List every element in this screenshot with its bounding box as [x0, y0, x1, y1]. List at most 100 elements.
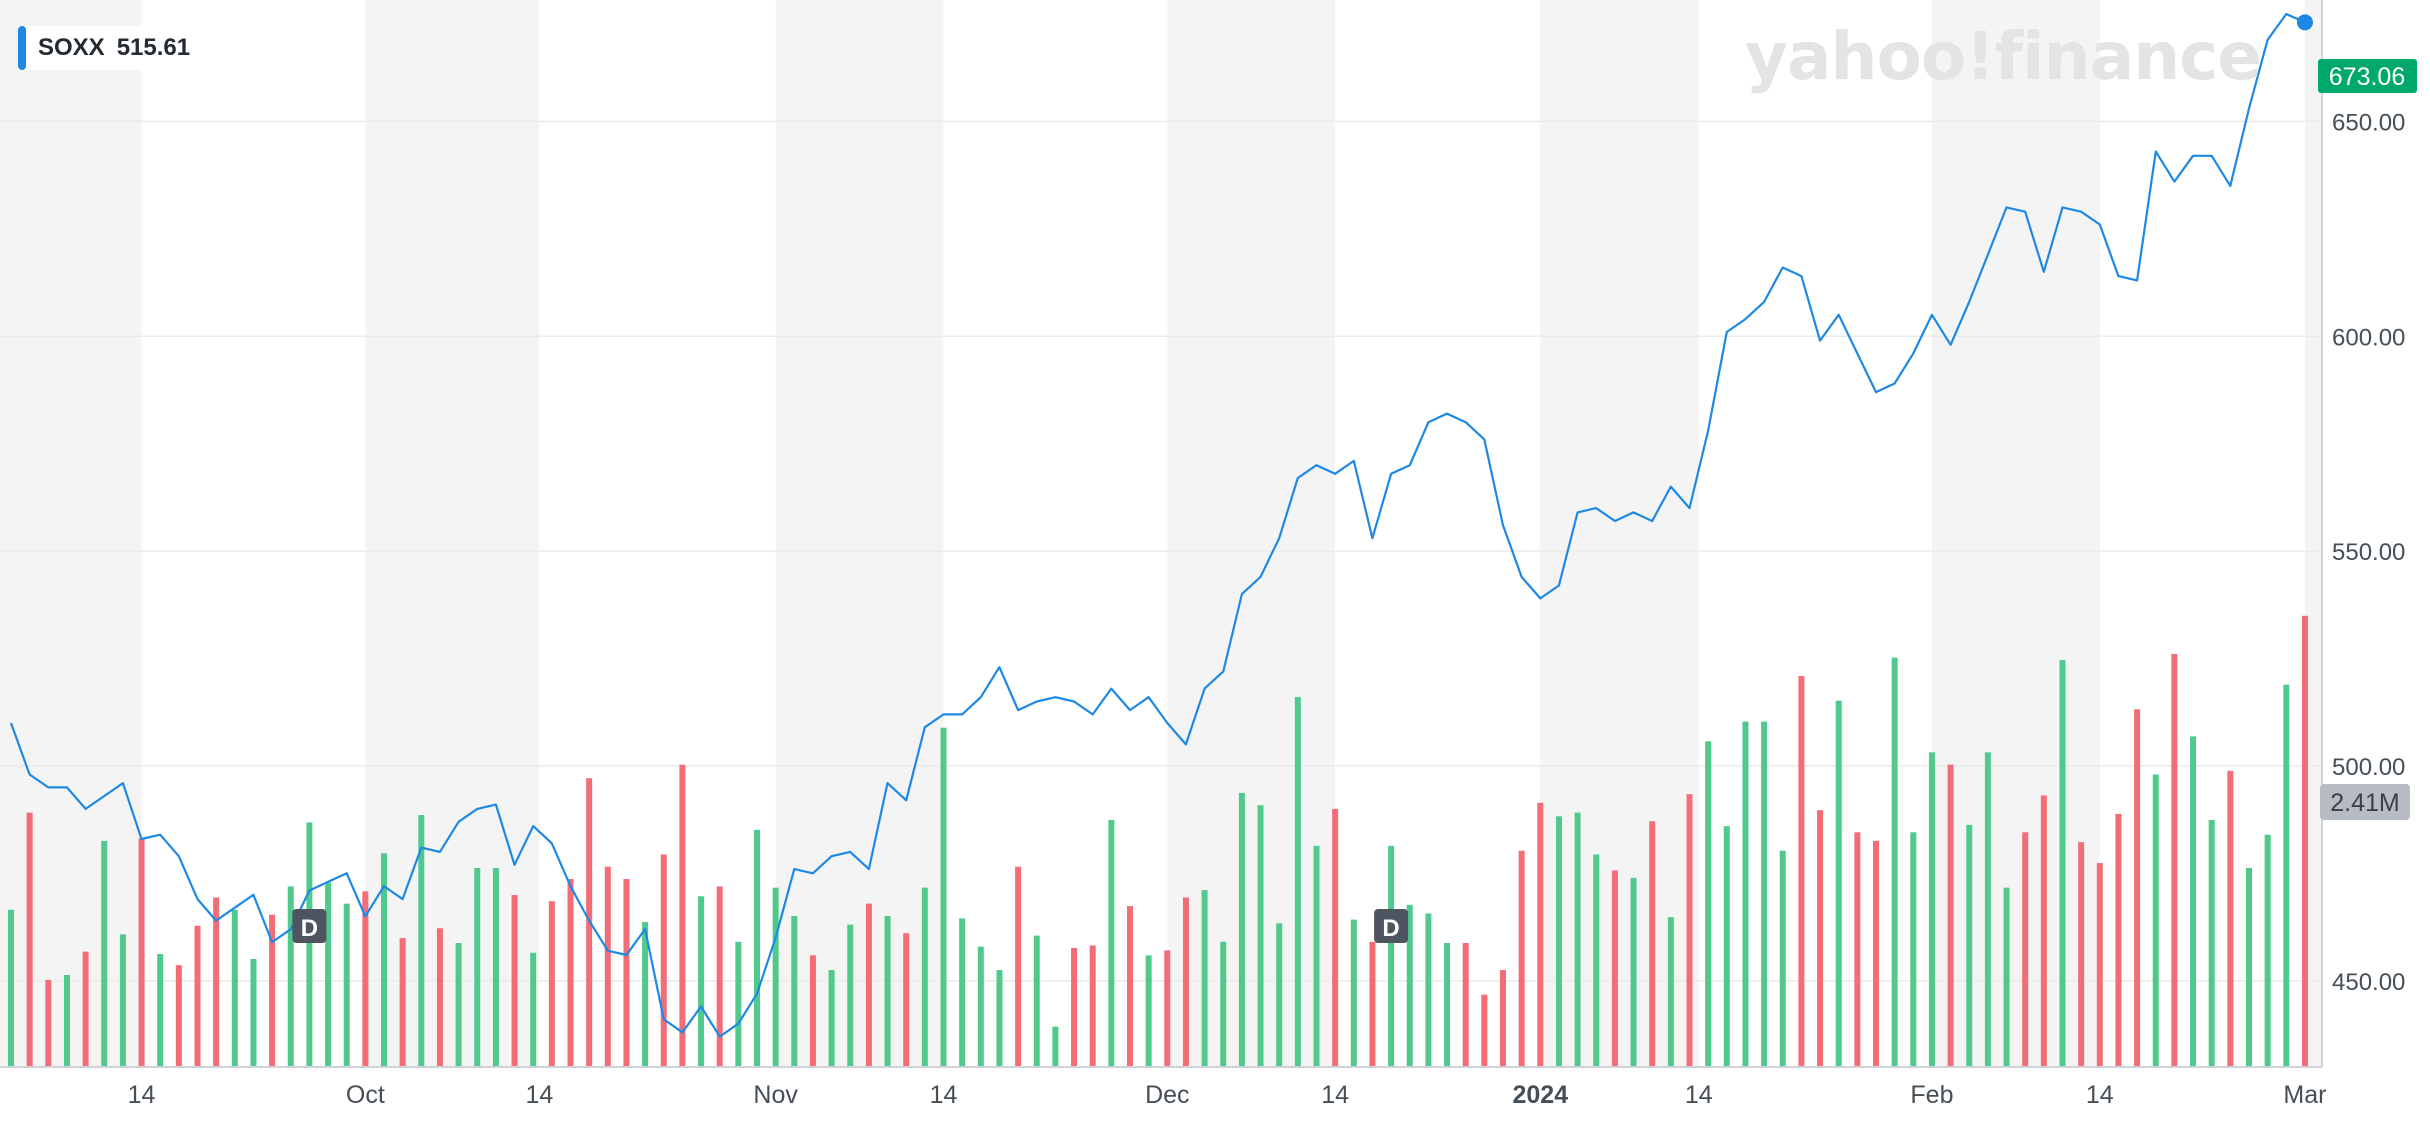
volume-bar: [63, 974, 70, 1066]
volume-bar: [2171, 653, 2178, 1066]
x-tick-label: 14: [930, 1081, 958, 1109]
volume-bar: [1873, 840, 1879, 1066]
volume-bar: [1910, 832, 1917, 1066]
volume-bar: [399, 938, 406, 1066]
volume-bar: [809, 955, 816, 1066]
volume-bar: [1108, 820, 1115, 1066]
x-tick-label: Nov: [753, 1081, 798, 1109]
volume-bar: [2283, 684, 2290, 1066]
volume-bar: [1052, 1026, 1059, 1066]
volume-bar: [1723, 826, 1730, 1066]
volume-bar: [8, 909, 14, 1066]
volume-bar: [1593, 854, 1600, 1066]
volume-bar: [604, 866, 611, 1066]
volume-bar: [1369, 941, 1376, 1066]
volume-bar: [2134, 709, 2141, 1066]
x-tick-label: 14: [2086, 1081, 2114, 1109]
volume-bar: [865, 903, 872, 1066]
volume-bar: [1798, 676, 1805, 1066]
dividend-marker-label: D: [1382, 915, 1399, 942]
shade-band: [0, 0, 142, 1066]
volume-bar: [2096, 863, 2103, 1066]
volume-bar: [1220, 941, 1227, 1066]
volume-bar: [1500, 970, 1506, 1066]
volume-bar: [343, 903, 350, 1066]
last-price-dot: [2296, 14, 2313, 31]
volume-bar: [2264, 834, 2271, 1066]
price-line-layer: [9, 12, 2313, 1038]
volume-bar: [306, 822, 313, 1066]
shade-band: [1167, 0, 1336, 1066]
volume-bar: [1425, 913, 1432, 1066]
y-tick-label: 650.00: [2332, 109, 2405, 136]
dividend-marker[interactable]: D: [292, 909, 327, 943]
month-shading: [0, 0, 2322, 1066]
volume-bar: [959, 918, 966, 1066]
volume-bar: [791, 915, 798, 1066]
volume-bar: [921, 887, 928, 1066]
volume-bar: [567, 879, 574, 1066]
volume-bar: [1518, 850, 1525, 1066]
volume-bar: [492, 867, 499, 1066]
shade-band: [2304, 0, 2322, 1066]
x-tick-label: 14: [1685, 1081, 1713, 1109]
volume-bar: [1033, 935, 1040, 1066]
yahoo-finance-watermark: yahoo!finance: [1745, 18, 2262, 95]
volume-bar: [1630, 877, 1637, 1066]
shade-band: [775, 0, 944, 1066]
volume-bar: [2152, 774, 2159, 1066]
series-legend[interactable]: SOXX 515.61: [18, 26, 201, 70]
volume-bar: [1854, 832, 1861, 1066]
volume-bar: [1947, 764, 1954, 1066]
volume-bar: [325, 882, 332, 1066]
volume-bar: [1537, 802, 1544, 1066]
volume-bar: [903, 933, 910, 1066]
volume-bar: [269, 914, 276, 1066]
volume-bar: [2115, 813, 2122, 1066]
volume-bar: [1555, 816, 1562, 1066]
volume-bar: [2227, 770, 2234, 1066]
volume-bar: [716, 886, 723, 1066]
volume-bar: [2208, 820, 2215, 1066]
volume-bar: [1201, 890, 1208, 1066]
volume-bar: [1705, 741, 1712, 1066]
legend-symbol: SOXX: [38, 34, 105, 61]
volume-bar: [250, 958, 257, 1066]
value-badges: 673.06 2.41M: [2318, 59, 2417, 820]
volume-bar: [1984, 752, 1991, 1066]
volume-bar: [1444, 943, 1451, 1066]
volume-bar: [1462, 943, 1469, 1066]
last-price-badge-label: 673.06: [2329, 63, 2405, 91]
volume-bar: [157, 954, 164, 1066]
dividend-marker[interactable]: D: [1374, 909, 1409, 943]
volume-bar: [455, 943, 462, 1066]
volume-bar: [1164, 950, 1171, 1066]
dividend-marker-box: [1374, 909, 1409, 943]
last-price-badge: 673.06: [2318, 59, 2417, 93]
y-tick-label: 450.00: [2332, 969, 2405, 996]
volume-bar: [1891, 657, 1898, 1066]
volume-bar: [175, 965, 182, 1066]
volume-bar: [847, 924, 854, 1066]
dividend-marker-label: D: [301, 915, 318, 942]
volume-badge-box: [2320, 784, 2410, 820]
volume-bar: [679, 764, 686, 1066]
volume-bar: [530, 952, 537, 1066]
shade-band: [365, 0, 540, 1066]
volume-bar: [1276, 923, 1283, 1066]
volume-bar: [231, 909, 238, 1066]
volume-badge-label: 2.41M: [2330, 789, 2399, 817]
volume-bar: [996, 970, 1003, 1066]
x-tick-label: Feb: [1910, 1081, 1953, 1109]
y-tick-label: 500.00: [2332, 754, 2405, 781]
volume-bar: [82, 951, 89, 1066]
y-tick-label: 600.00: [2332, 324, 2405, 351]
volume-bar: [1071, 947, 1078, 1066]
volume-bar: [1928, 752, 1935, 1066]
x-tick-label: Dec: [1145, 1081, 1189, 1109]
volume-bar: [287, 886, 294, 1066]
volume-bar: [1015, 866, 1022, 1066]
volume-bar: [660, 854, 667, 1066]
